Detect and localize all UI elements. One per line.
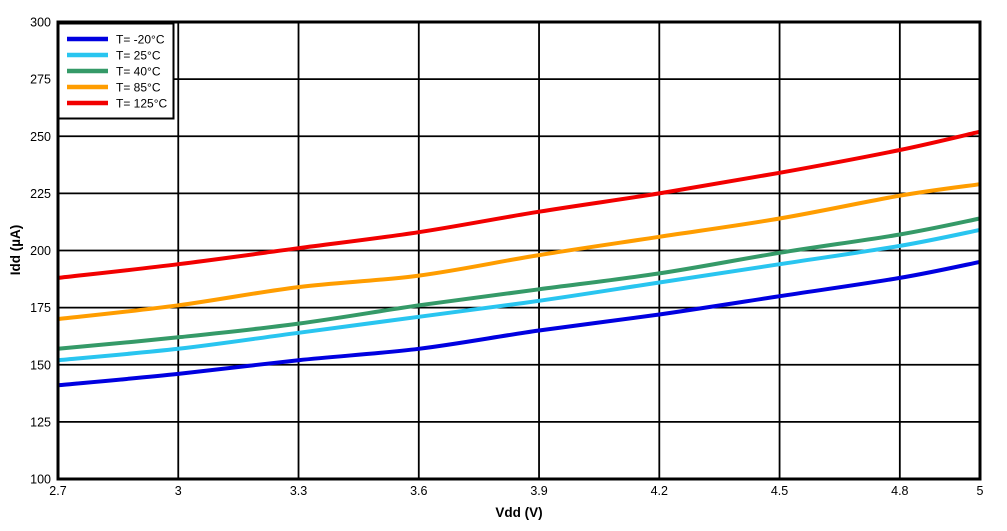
y-tick-label: 175 <box>30 301 51 315</box>
x-tick-label: 4.5 <box>771 484 788 498</box>
legend-label: T= 25°C <box>116 49 161 63</box>
series-line-4 <box>57 129 981 280</box>
legend: T= -20°C T= 25°C T= 40°C T= 85°C T= 125°C <box>57 22 175 120</box>
legend-label: T= -20°C <box>116 33 165 47</box>
gridlines <box>58 22 980 479</box>
legend-label: T= 125°C <box>116 97 167 111</box>
legend-label: T= 40°C <box>116 65 161 79</box>
x-tick-label: 3.9 <box>530 484 547 498</box>
y-tick-label: 200 <box>30 244 51 258</box>
series-lines <box>57 129 981 388</box>
x-tick-label: 2.7 <box>49 484 66 498</box>
y-tick-label: 300 <box>30 16 51 30</box>
y-tick-label: 275 <box>30 73 51 87</box>
y-tick-label: 125 <box>30 415 51 429</box>
x-tick-label: 5 <box>977 484 984 498</box>
x-axis-title: Vdd (V) <box>495 505 542 520</box>
x-tick-label: 4.2 <box>651 484 668 498</box>
series-line-3 <box>57 182 981 322</box>
x-tick-label: 3.3 <box>290 484 307 498</box>
y-tick-label: 150 <box>30 358 51 372</box>
x-tick-label: 4.8 <box>891 484 908 498</box>
series-line-2 <box>57 216 981 351</box>
plot-frame <box>56 20 982 481</box>
y-tick-label: 250 <box>30 130 51 144</box>
series-line-1 <box>57 227 981 363</box>
series-line-0 <box>57 259 981 388</box>
x-tick-labels: 2.7 3 3.3 3.6 3.9 4.2 4.5 4.8 5 <box>49 484 983 498</box>
x-tick-label: 3.6 <box>410 484 427 498</box>
y-tick-labels: 100 125 150 175 200 225 250 275 300 <box>30 16 51 487</box>
y-tick-label: 100 <box>30 473 51 487</box>
x-tick-label: 3 <box>175 484 182 498</box>
legend-label: T= 85°C <box>116 81 161 95</box>
y-tick-label: 225 <box>30 187 51 201</box>
y-axis-title: Idd (µA) <box>8 225 23 276</box>
